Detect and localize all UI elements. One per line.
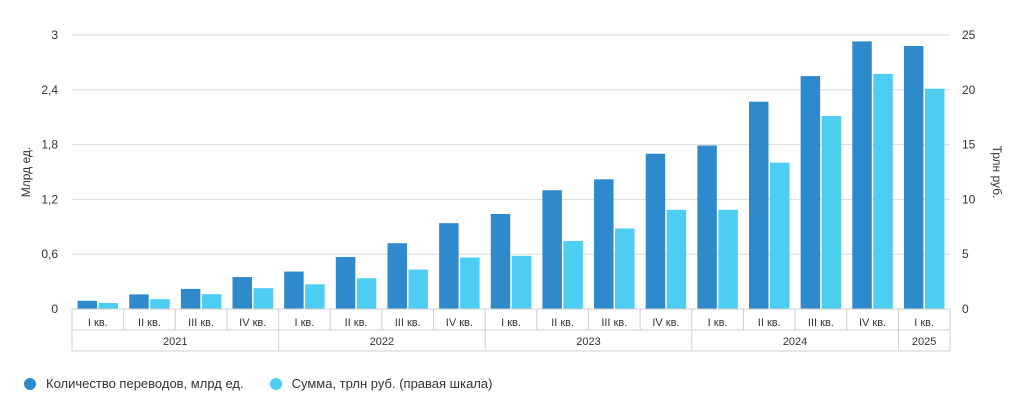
- bar-sum-9[interactable]: [563, 241, 583, 309]
- quarter-label: III кв.: [601, 317, 627, 329]
- left-tick-label: 0,6: [41, 247, 58, 261]
- left-axis-ticks: 0 0,6 1,2 1,8 2,4 3: [41, 28, 58, 316]
- year-label: 2023: [576, 336, 600, 348]
- quarter-label: II кв.: [138, 317, 161, 329]
- year-label: 2021: [163, 336, 187, 348]
- bar-sum-15[interactable]: [873, 73, 893, 309]
- year-label: 2024: [783, 336, 807, 348]
- quarter-label: I кв.: [708, 317, 728, 329]
- bar-sum-2[interactable]: [201, 294, 222, 309]
- legend-marker-sum: [269, 377, 282, 390]
- bar-count-2[interactable]: [180, 288, 201, 309]
- bar-count-12[interactable]: [697, 145, 717, 309]
- bar-count-8[interactable]: [490, 214, 511, 309]
- quarter-label: III кв.: [188, 317, 214, 329]
- quarter-label: I кв.: [501, 317, 521, 329]
- bar-count-7[interactable]: [439, 223, 459, 309]
- left-axis-title: Млрд ед.: [19, 147, 33, 197]
- bar-count-5[interactable]: [335, 256, 356, 309]
- right-axis-title: Трлн руб.: [990, 146, 1004, 199]
- bar-sum-11[interactable]: [666, 209, 687, 309]
- quarter-label: IV кв.: [239, 317, 266, 329]
- legend-item-count[interactable]: Количество переводов, млрд ед.: [24, 376, 244, 391]
- left-tick-label: 1,8: [41, 138, 58, 152]
- right-axis-ticks: 0 5 10 15 20 25: [962, 28, 976, 316]
- bar-sum-8[interactable]: [511, 255, 532, 309]
- bar-sum-14[interactable]: [821, 116, 842, 309]
- bar-count-14[interactable]: [800, 76, 821, 309]
- left-tick-label: 3: [51, 28, 58, 42]
- left-tick-label: 0: [51, 302, 58, 316]
- bar-sum-12[interactable]: [718, 209, 738, 309]
- bar-sum-10[interactable]: [615, 228, 635, 309]
- bar-sum-16[interactable]: [924, 88, 945, 309]
- bars: [77, 41, 945, 310]
- year-label: 2025: [912, 336, 936, 348]
- bar-sum-1[interactable]: [150, 299, 170, 309]
- year-label: 2022: [370, 336, 394, 348]
- bar-sum-7[interactable]: [460, 257, 480, 309]
- bar-count-1[interactable]: [129, 294, 149, 309]
- left-tick-label: 2,4: [41, 83, 58, 97]
- left-tick-label: 1,2: [41, 192, 58, 206]
- bar-count-4[interactable]: [284, 271, 304, 309]
- bar-count-16[interactable]: [903, 45, 924, 310]
- quarter-label: I кв.: [88, 317, 108, 329]
- bar-count-15[interactable]: [852, 41, 872, 309]
- quarter-label: II кв.: [551, 317, 574, 329]
- bar-sum-13[interactable]: [769, 162, 790, 309]
- bar-count-13[interactable]: [748, 101, 769, 309]
- bar-count-6[interactable]: [387, 243, 407, 309]
- right-tick-label: 15: [962, 138, 976, 152]
- bar-count-10[interactable]: [594, 179, 614, 309]
- right-tick-label: 25: [962, 28, 976, 42]
- bar-count-11[interactable]: [645, 153, 666, 309]
- bar-sum-5[interactable]: [356, 278, 377, 309]
- category-table: I кв. II кв. III кв. IV кв. I кв. II кв. III к…: [71, 308, 951, 352]
- right-tick-label: 0: [962, 302, 969, 316]
- quarter-label: II кв.: [345, 317, 368, 329]
- quarter-label: I кв.: [294, 317, 314, 329]
- bar-sum-0[interactable]: [98, 302, 119, 309]
- bar-sum-6[interactable]: [408, 269, 428, 309]
- quarter-label: III кв.: [808, 317, 834, 329]
- legend-label-count: Количество переводов, млрд ед.: [46, 376, 244, 391]
- quarter-label: IV кв.: [859, 317, 886, 329]
- quarter-label: I кв.: [914, 317, 934, 329]
- quarter-label: II кв.: [758, 317, 781, 329]
- legend: Количество переводов, млрд ед. Сумма, тр…: [24, 376, 492, 391]
- legend-item-sum[interactable]: Сумма, трлн руб. (правая шкала): [269, 376, 493, 391]
- quarter-label: IV кв.: [446, 317, 473, 329]
- right-tick-label: 20: [962, 83, 976, 97]
- bar-count-3[interactable]: [232, 277, 253, 309]
- legend-label-sum: Сумма, трлн руб. (правая шкала): [291, 376, 493, 391]
- bar-sum-3[interactable]: [253, 288, 274, 309]
- right-tick-label: 10: [962, 192, 976, 206]
- bar-sum-4[interactable]: [305, 284, 325, 309]
- bar-count-9[interactable]: [542, 190, 562, 309]
- legend-marker-count: [24, 377, 36, 390]
- right-tick-label: 5: [962, 247, 969, 261]
- quarter-label: IV кв.: [652, 317, 679, 329]
- quarter-label: III кв.: [395, 317, 421, 329]
- bar-count-0[interactable]: [77, 300, 98, 309]
